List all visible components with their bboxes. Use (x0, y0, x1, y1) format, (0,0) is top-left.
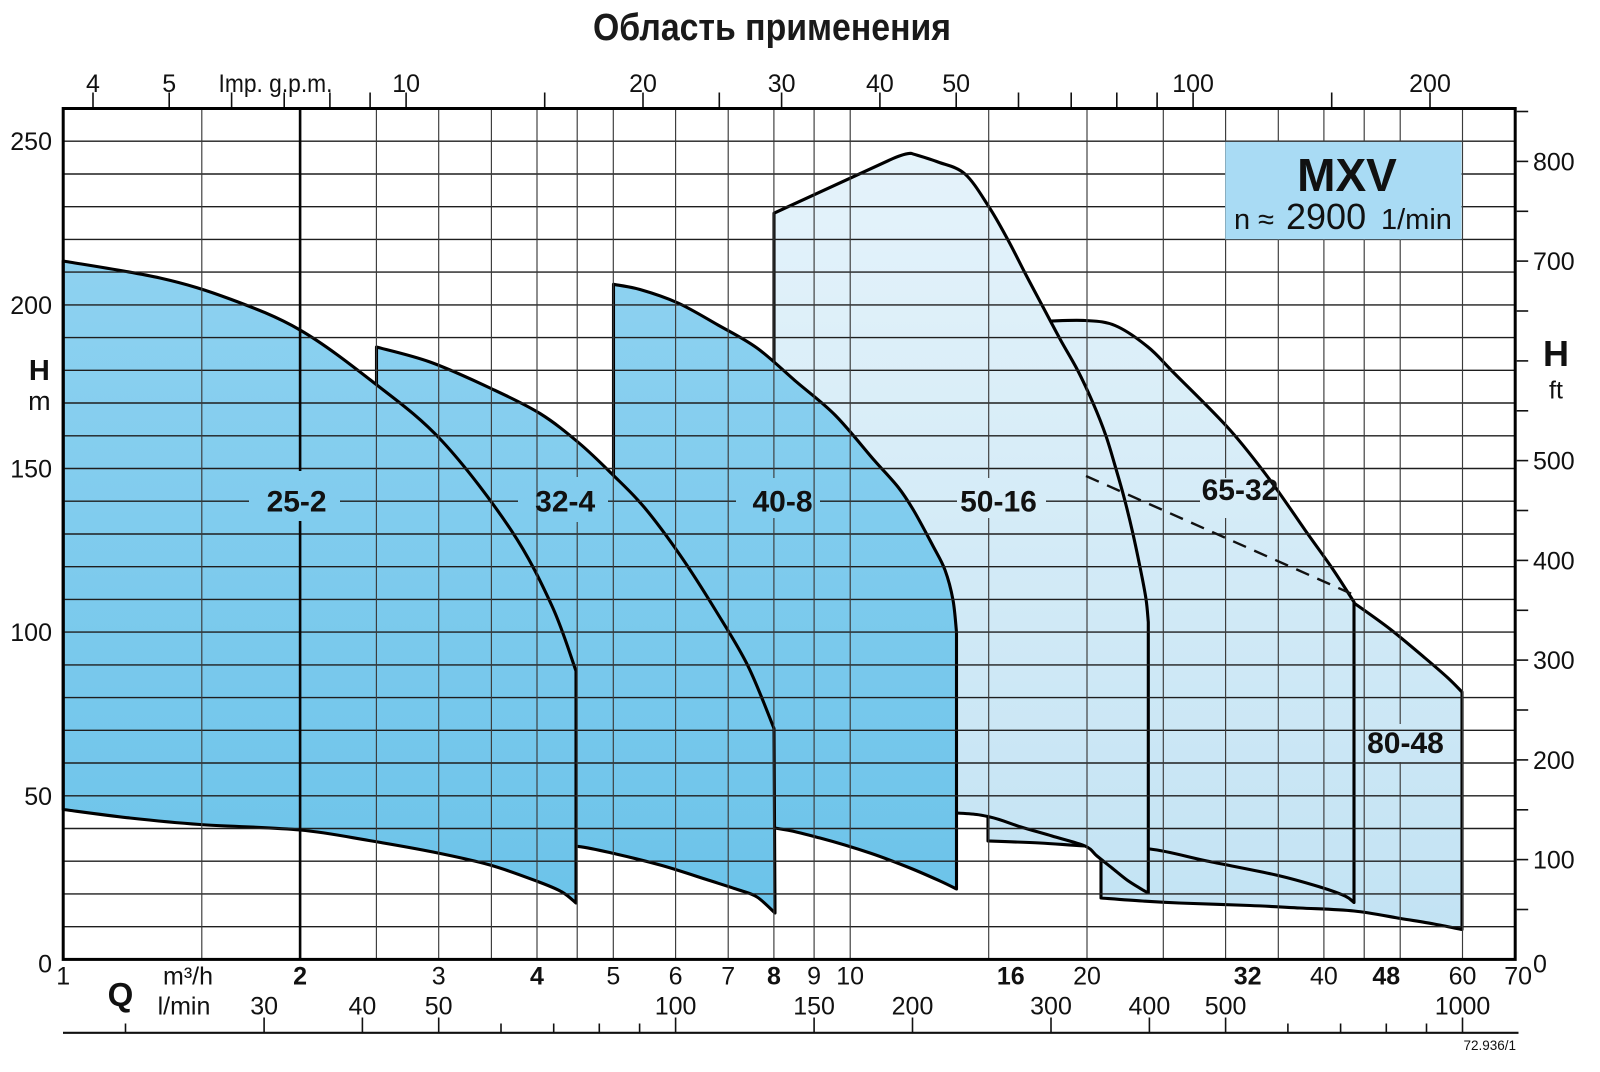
svg-text:ft: ft (1549, 377, 1563, 405)
svg-text:5: 5 (162, 70, 176, 98)
svg-text:2: 2 (293, 963, 307, 991)
svg-text:10: 10 (392, 70, 420, 98)
svg-text:80-48: 80-48 (1367, 727, 1444, 760)
svg-text:72.936/1: 72.936/1 (1463, 1038, 1516, 1053)
svg-text:150: 150 (793, 993, 835, 1021)
svg-text:50: 50 (942, 70, 970, 98)
svg-text:400: 400 (1129, 993, 1171, 1021)
svg-text:50: 50 (24, 783, 52, 811)
svg-text:250: 250 (10, 128, 52, 156)
svg-text:Imp. g.p.m.: Imp. g.p.m. (219, 70, 333, 98)
svg-text:40: 40 (866, 70, 894, 98)
svg-text:7: 7 (721, 963, 735, 991)
svg-text:300: 300 (1533, 647, 1575, 675)
svg-text:100: 100 (1533, 847, 1575, 875)
svg-text:40-8: 40-8 (752, 486, 812, 519)
svg-text:30: 30 (768, 70, 796, 98)
svg-text:20: 20 (629, 70, 657, 98)
svg-text:150: 150 (10, 456, 52, 484)
svg-text:50-16: 50-16 (960, 486, 1037, 519)
svg-text:300: 300 (1030, 993, 1072, 1021)
svg-text:Область применения: Область применения (593, 7, 951, 49)
svg-text:0: 0 (1533, 951, 1547, 979)
svg-text:30: 30 (250, 993, 278, 1021)
svg-text:MXV: MXV (1297, 149, 1397, 201)
svg-text:m³/h: m³/h (163, 963, 213, 991)
svg-text:500: 500 (1533, 448, 1575, 476)
svg-text:1000: 1000 (1435, 993, 1491, 1021)
svg-text:4: 4 (86, 70, 100, 98)
svg-text:200: 200 (892, 993, 934, 1021)
svg-text:800: 800 (1533, 148, 1575, 176)
svg-text:10: 10 (836, 963, 864, 991)
svg-text:65-32: 65-32 (1202, 474, 1279, 507)
svg-text:H: H (1543, 333, 1569, 374)
svg-text:8: 8 (767, 963, 781, 991)
svg-text:16: 16 (997, 963, 1025, 991)
svg-text:40: 40 (1310, 963, 1338, 991)
svg-text:100: 100 (10, 619, 52, 647)
svg-text:20: 20 (1073, 963, 1101, 991)
svg-text:100: 100 (1172, 70, 1214, 98)
svg-text:1: 1 (56, 963, 70, 991)
svg-text:6: 6 (669, 963, 683, 991)
svg-text:40: 40 (348, 993, 376, 1021)
svg-text:200: 200 (1533, 747, 1575, 775)
svg-text:4: 4 (530, 963, 544, 991)
svg-text:70: 70 (1504, 963, 1532, 991)
svg-text:60: 60 (1449, 963, 1477, 991)
svg-text:l/min: l/min (158, 993, 211, 1021)
svg-text:2900: 2900 (1286, 196, 1366, 237)
svg-text:500: 500 (1205, 993, 1247, 1021)
svg-text:400: 400 (1533, 547, 1575, 575)
svg-text:3: 3 (432, 963, 446, 991)
svg-text:200: 200 (10, 292, 52, 320)
svg-text:700: 700 (1533, 248, 1575, 276)
svg-text:m: m (28, 386, 51, 416)
svg-text:n ≈: n ≈ (1234, 204, 1274, 236)
svg-text:9: 9 (807, 963, 821, 991)
svg-text:50: 50 (425, 993, 453, 1021)
svg-text:H: H (29, 355, 50, 387)
svg-text:48: 48 (1372, 963, 1400, 991)
svg-text:0: 0 (38, 951, 52, 979)
svg-text:1/min: 1/min (1381, 204, 1452, 236)
svg-text:5: 5 (606, 963, 620, 991)
svg-text:200: 200 (1409, 70, 1451, 98)
svg-text:32-4: 32-4 (535, 486, 595, 519)
svg-text:100: 100 (655, 993, 697, 1021)
svg-text:Q: Q (108, 976, 134, 1013)
svg-text:25-2: 25-2 (267, 486, 327, 519)
svg-text:32: 32 (1234, 963, 1262, 991)
